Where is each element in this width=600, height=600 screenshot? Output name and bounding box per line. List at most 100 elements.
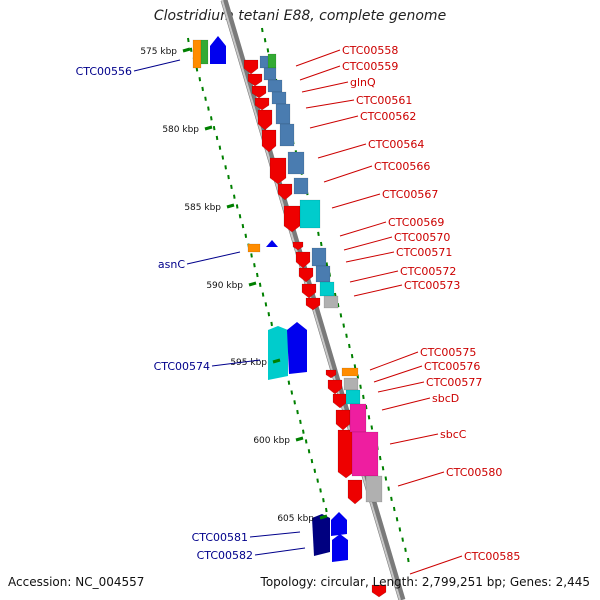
track-dot <box>264 302 268 307</box>
track-dot <box>359 384 362 389</box>
gene-reverse-feature <box>269 157 287 185</box>
kbp-tick <box>226 203 235 209</box>
right-gene-label: CTC00559 <box>342 60 398 73</box>
track-dot <box>348 343 351 349</box>
label-leader <box>186 251 241 265</box>
label-leader <box>349 270 399 283</box>
right-gene-label: CTC00561 <box>356 94 412 107</box>
gene-block-feature <box>293 177 309 195</box>
label-leader <box>339 221 387 237</box>
track-dot <box>238 214 242 219</box>
track-dot <box>304 439 308 444</box>
right-gene-label: sbcD <box>432 392 459 405</box>
track-dot <box>319 241 323 247</box>
gene-block-feature <box>345 389 361 405</box>
right-gene-label: CTC00577 <box>426 376 482 389</box>
label-leader <box>211 359 261 367</box>
gene-reverse-feature <box>254 97 270 111</box>
track-dot <box>325 507 328 513</box>
gene-block-feature <box>287 151 305 175</box>
track-dot <box>362 394 365 400</box>
track-dot <box>204 96 207 101</box>
right-gene-label: CTC00566 <box>374 160 430 173</box>
track-dot <box>266 48 270 53</box>
track-dot <box>210 116 213 121</box>
label-leader <box>377 381 425 393</box>
track-dot <box>215 135 219 141</box>
right-gene-label: CTC00575 <box>420 346 476 359</box>
track-dot <box>342 323 346 328</box>
right-gene-label: CTC00580 <box>446 466 502 479</box>
track-dot <box>395 517 399 522</box>
label-leader <box>254 547 306 556</box>
label-leader <box>309 115 359 129</box>
track-dot <box>325 262 329 267</box>
track-dot <box>250 253 253 258</box>
track-dot <box>187 37 190 43</box>
right-gene-label: CTC00585 <box>464 550 520 563</box>
gene-reverse-feature <box>277 183 293 201</box>
track-dot <box>350 354 354 359</box>
kbp-tick <box>319 514 328 520</box>
track-dot <box>310 458 314 464</box>
label-leader <box>353 284 403 297</box>
track-dot <box>370 425 374 430</box>
label-leader <box>301 81 349 93</box>
track-dot <box>256 272 259 278</box>
gene-features <box>192 36 387 598</box>
track-dot <box>253 263 256 268</box>
kbp-tick <box>295 436 304 442</box>
gene-reverse-feature <box>305 297 321 311</box>
label-leader <box>323 165 373 183</box>
gene-labels: CTC00556 asnC CTC00574 CTC00581 CTC00582 CTC0… <box>76 44 521 563</box>
track-dot <box>241 223 245 229</box>
track-dot <box>227 174 230 180</box>
track-dot <box>244 233 248 238</box>
track-dot <box>258 282 262 287</box>
length-label: Length: <box>372 575 419 589</box>
right-gene-label: CTC00569 <box>388 216 444 229</box>
label-leader <box>397 471 445 487</box>
gene-reverse-feature <box>283 205 301 233</box>
track-dot <box>287 380 291 385</box>
track-dot <box>261 27 264 33</box>
gene-block-feature <box>351 431 379 477</box>
track-dot <box>367 415 371 420</box>
right-gene-label: CTC00576 <box>424 360 480 373</box>
gene-reverse-feature <box>292 241 304 251</box>
gene-feature <box>331 512 347 536</box>
topology-label: Topology: <box>260 575 317 589</box>
track-dot <box>353 364 357 369</box>
track-dot <box>381 466 385 471</box>
right-gene-label: CTC00564 <box>368 138 424 151</box>
gene-feature <box>210 36 226 64</box>
track-dot <box>319 488 322 493</box>
kbp-tick-label: 605 kbp <box>277 514 314 524</box>
track-dot <box>270 321 273 327</box>
gene-feature <box>200 39 209 65</box>
genes-label: Genes: <box>509 575 552 589</box>
kbp-tick-label: 580 kbp <box>162 125 199 135</box>
gene-reverse-feature <box>301 283 317 299</box>
track-dot <box>398 527 402 532</box>
right-gene-label: CTC00572 <box>400 265 456 278</box>
gene-block-feature <box>323 295 339 309</box>
right-gene-label: CTC00573 <box>404 279 460 292</box>
label-leader <box>381 397 431 411</box>
track-dot <box>201 86 204 92</box>
kbp-tick-label: 600 kbp <box>253 436 290 446</box>
track-dot <box>198 77 202 82</box>
track-dot <box>296 409 299 415</box>
track-dot <box>404 547 407 552</box>
track-dot <box>235 204 239 209</box>
gene-block-feature <box>271 91 287 105</box>
label-leader <box>345 251 395 263</box>
gene-block-feature <box>279 123 295 147</box>
gene-block-feature <box>299 199 321 229</box>
label-leader <box>305 99 355 109</box>
gene-block-feature <box>319 281 335 297</box>
length-value: 2,799,251 bp <box>421 575 502 589</box>
right-gene-label: CTC00571 <box>396 246 452 259</box>
gene-feature <box>266 240 278 247</box>
